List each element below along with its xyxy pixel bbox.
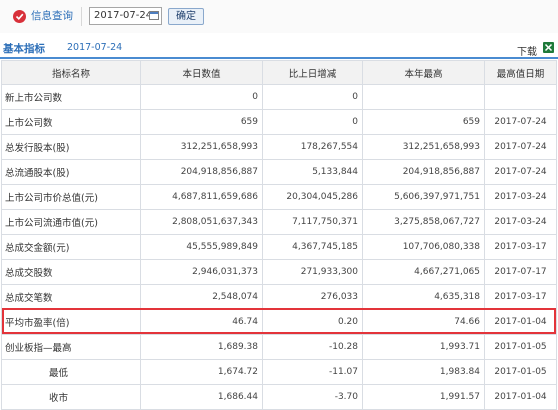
row-high-date: 2017-07-24 bbox=[484, 159, 557, 185]
row-today: 204,918,856,887 bbox=[140, 159, 263, 185]
row-high-date: 2017-01-05 bbox=[484, 334, 557, 360]
table-row: 上市公司市价总值(元) 4,687,811,659,686 20,304,045… bbox=[1, 184, 557, 210]
toolbar-divider bbox=[81, 7, 82, 26]
row-year-high: 1,993.71 bbox=[362, 334, 485, 360]
row-year-high: 5,606,397,971,751 bbox=[362, 184, 485, 210]
row-name: 总成交股数 bbox=[1, 259, 141, 285]
row-year-high: 3,275,858,067,727 bbox=[362, 209, 485, 235]
row-name: 总发行股本(股) bbox=[1, 134, 141, 160]
row-high-date bbox=[484, 84, 557, 110]
row-change: -10.28 bbox=[262, 334, 363, 360]
row-today: 2,808,051,637,343 bbox=[140, 209, 263, 235]
row-year-high: 312,251,658,993 bbox=[362, 134, 485, 160]
row-today: 2,946,031,373 bbox=[140, 259, 263, 285]
row-name: 收市 bbox=[1, 384, 141, 410]
table-row-highlighted: 平均市盈率(倍) 46.74 0.20 74.66 2017-01-04 bbox=[1, 309, 557, 335]
row-name: 上市公司流通市值(元) bbox=[1, 209, 141, 235]
row-change: -3.70 bbox=[262, 384, 363, 410]
row-change: 4,367,745,185 bbox=[262, 234, 363, 260]
row-year-high: 659 bbox=[362, 109, 485, 135]
row-name: 总成交笔数 bbox=[1, 284, 141, 310]
indicator-table: 指标名称 本日数值 比上日增减 本年最高 最高值日期 新上市公司数 0 0 上市… bbox=[1, 60, 557, 410]
section-title: 基本指标 bbox=[3, 43, 45, 55]
query-toolbar: 信息查询 2017-07-24 确定 bbox=[0, 0, 558, 33]
calendar-icon[interactable] bbox=[149, 11, 159, 20]
download-link[interactable]: 下载 bbox=[517, 47, 537, 58]
row-year-high bbox=[362, 84, 485, 110]
confirm-button[interactable]: 确定 bbox=[168, 8, 204, 25]
row-today: 0 bbox=[140, 84, 263, 110]
row-change: 5,133,844 bbox=[262, 159, 363, 185]
row-today: 2,548,074 bbox=[140, 284, 263, 310]
table-row: 创业板指—最高 1,689.38 -10.28 1,993.71 2017-01… bbox=[1, 334, 557, 360]
column-header-change: 比上日增减 bbox=[262, 60, 363, 85]
row-name: 总成交金额(元) bbox=[1, 234, 141, 260]
row-change: 271,933,300 bbox=[262, 259, 363, 285]
table-row: 收市 1,686.44 -3.70 1,991.57 2017-01-04 bbox=[1, 384, 557, 410]
section-divider bbox=[0, 57, 558, 59]
column-header-today: 本日数值 bbox=[140, 60, 263, 85]
column-header-name: 指标名称 bbox=[1, 60, 141, 85]
row-year-high: 107,706,080,338 bbox=[362, 234, 485, 260]
date-input[interactable]: 2017-07-24 bbox=[89, 7, 162, 25]
row-high-date: 2017-01-04 bbox=[484, 384, 557, 410]
row-high-date: 2017-03-17 bbox=[484, 234, 557, 260]
row-name: 平均市盈率(倍) bbox=[1, 309, 141, 335]
row-change: 0.20 bbox=[262, 309, 363, 335]
row-high-date: 2017-01-05 bbox=[484, 359, 557, 385]
section-date: 2017-07-24 bbox=[67, 42, 123, 53]
table-row: 总流通股本(股) 204,918,856,887 5,133,844 204,9… bbox=[1, 159, 557, 185]
row-name: 最低 bbox=[1, 359, 141, 385]
table-row: 总成交金额(元) 45,555,989,849 4,367,745,185 10… bbox=[1, 234, 557, 260]
excel-icon[interactable] bbox=[543, 42, 554, 53]
row-name: 上市公司市价总值(元) bbox=[1, 184, 141, 210]
table-row: 上市公司流通市值(元) 2,808,051,637,343 7,117,750,… bbox=[1, 209, 557, 235]
row-change: 20,304,045,286 bbox=[262, 184, 363, 210]
row-high-date: 2017-07-24 bbox=[484, 109, 557, 135]
row-year-high: 4,635,318 bbox=[362, 284, 485, 310]
row-change: 276,033 bbox=[262, 284, 363, 310]
table-row: 上市公司数 659 0 659 2017-07-24 bbox=[1, 109, 557, 135]
check-circle-icon bbox=[13, 10, 26, 23]
row-today: 1,689.38 bbox=[140, 334, 263, 360]
table-row: 最低 1,674.72 -11.07 1,983.84 2017-01-05 bbox=[1, 359, 557, 385]
date-input-value: 2017-07-24 bbox=[94, 10, 153, 21]
row-today: 4,687,811,659,686 bbox=[140, 184, 263, 210]
column-header-year-high: 本年最高 bbox=[362, 60, 485, 85]
row-today: 312,251,658,993 bbox=[140, 134, 263, 160]
table-header-row: 指标名称 本日数值 比上日增减 本年最高 最高值日期 bbox=[1, 60, 557, 85]
row-high-date: 2017-03-24 bbox=[484, 209, 557, 235]
row-high-date: 2017-07-24 bbox=[484, 134, 557, 160]
row-today: 46.74 bbox=[140, 309, 263, 335]
row-high-date: 2017-03-24 bbox=[484, 184, 557, 210]
section-header: 基本指标 2017-07-24 下载 bbox=[0, 39, 558, 59]
row-name: 上市公司数 bbox=[1, 109, 141, 135]
row-name: 总流通股本(股) bbox=[1, 159, 141, 185]
row-high-date: 2017-01-04 bbox=[484, 309, 557, 335]
row-high-date: 2017-07-17 bbox=[484, 259, 557, 285]
query-label[interactable]: 信息查询 bbox=[31, 10, 73, 22]
row-today: 1,674.72 bbox=[140, 359, 263, 385]
table-row: 新上市公司数 0 0 bbox=[1, 84, 557, 110]
row-year-high: 4,667,271,065 bbox=[362, 259, 485, 285]
row-change: 0 bbox=[262, 109, 363, 135]
table-row: 总成交股数 2,946,031,373 271,933,300 4,667,27… bbox=[1, 259, 557, 285]
table-row: 总成交笔数 2,548,074 276,033 4,635,318 2017-0… bbox=[1, 284, 557, 310]
column-header-high-date: 最高值日期 bbox=[484, 60, 557, 85]
row-today: 45,555,989,849 bbox=[140, 234, 263, 260]
row-change: -11.07 bbox=[262, 359, 363, 385]
row-name: 新上市公司数 bbox=[1, 84, 141, 110]
row-change: 7,117,750,371 bbox=[262, 209, 363, 235]
row-name: 创业板指—最高 bbox=[1, 334, 141, 360]
row-today: 1,686.44 bbox=[140, 384, 263, 410]
row-change: 178,267,554 bbox=[262, 134, 363, 160]
row-year-high: 204,918,856,887 bbox=[362, 159, 485, 185]
row-year-high: 1,983.84 bbox=[362, 359, 485, 385]
row-today: 659 bbox=[140, 109, 263, 135]
row-high-date: 2017-03-17 bbox=[484, 284, 557, 310]
table-row: 总发行股本(股) 312,251,658,993 178,267,554 312… bbox=[1, 134, 557, 160]
row-year-high: 1,991.57 bbox=[362, 384, 485, 410]
row-year-high: 74.66 bbox=[362, 309, 485, 335]
row-change: 0 bbox=[262, 84, 363, 110]
